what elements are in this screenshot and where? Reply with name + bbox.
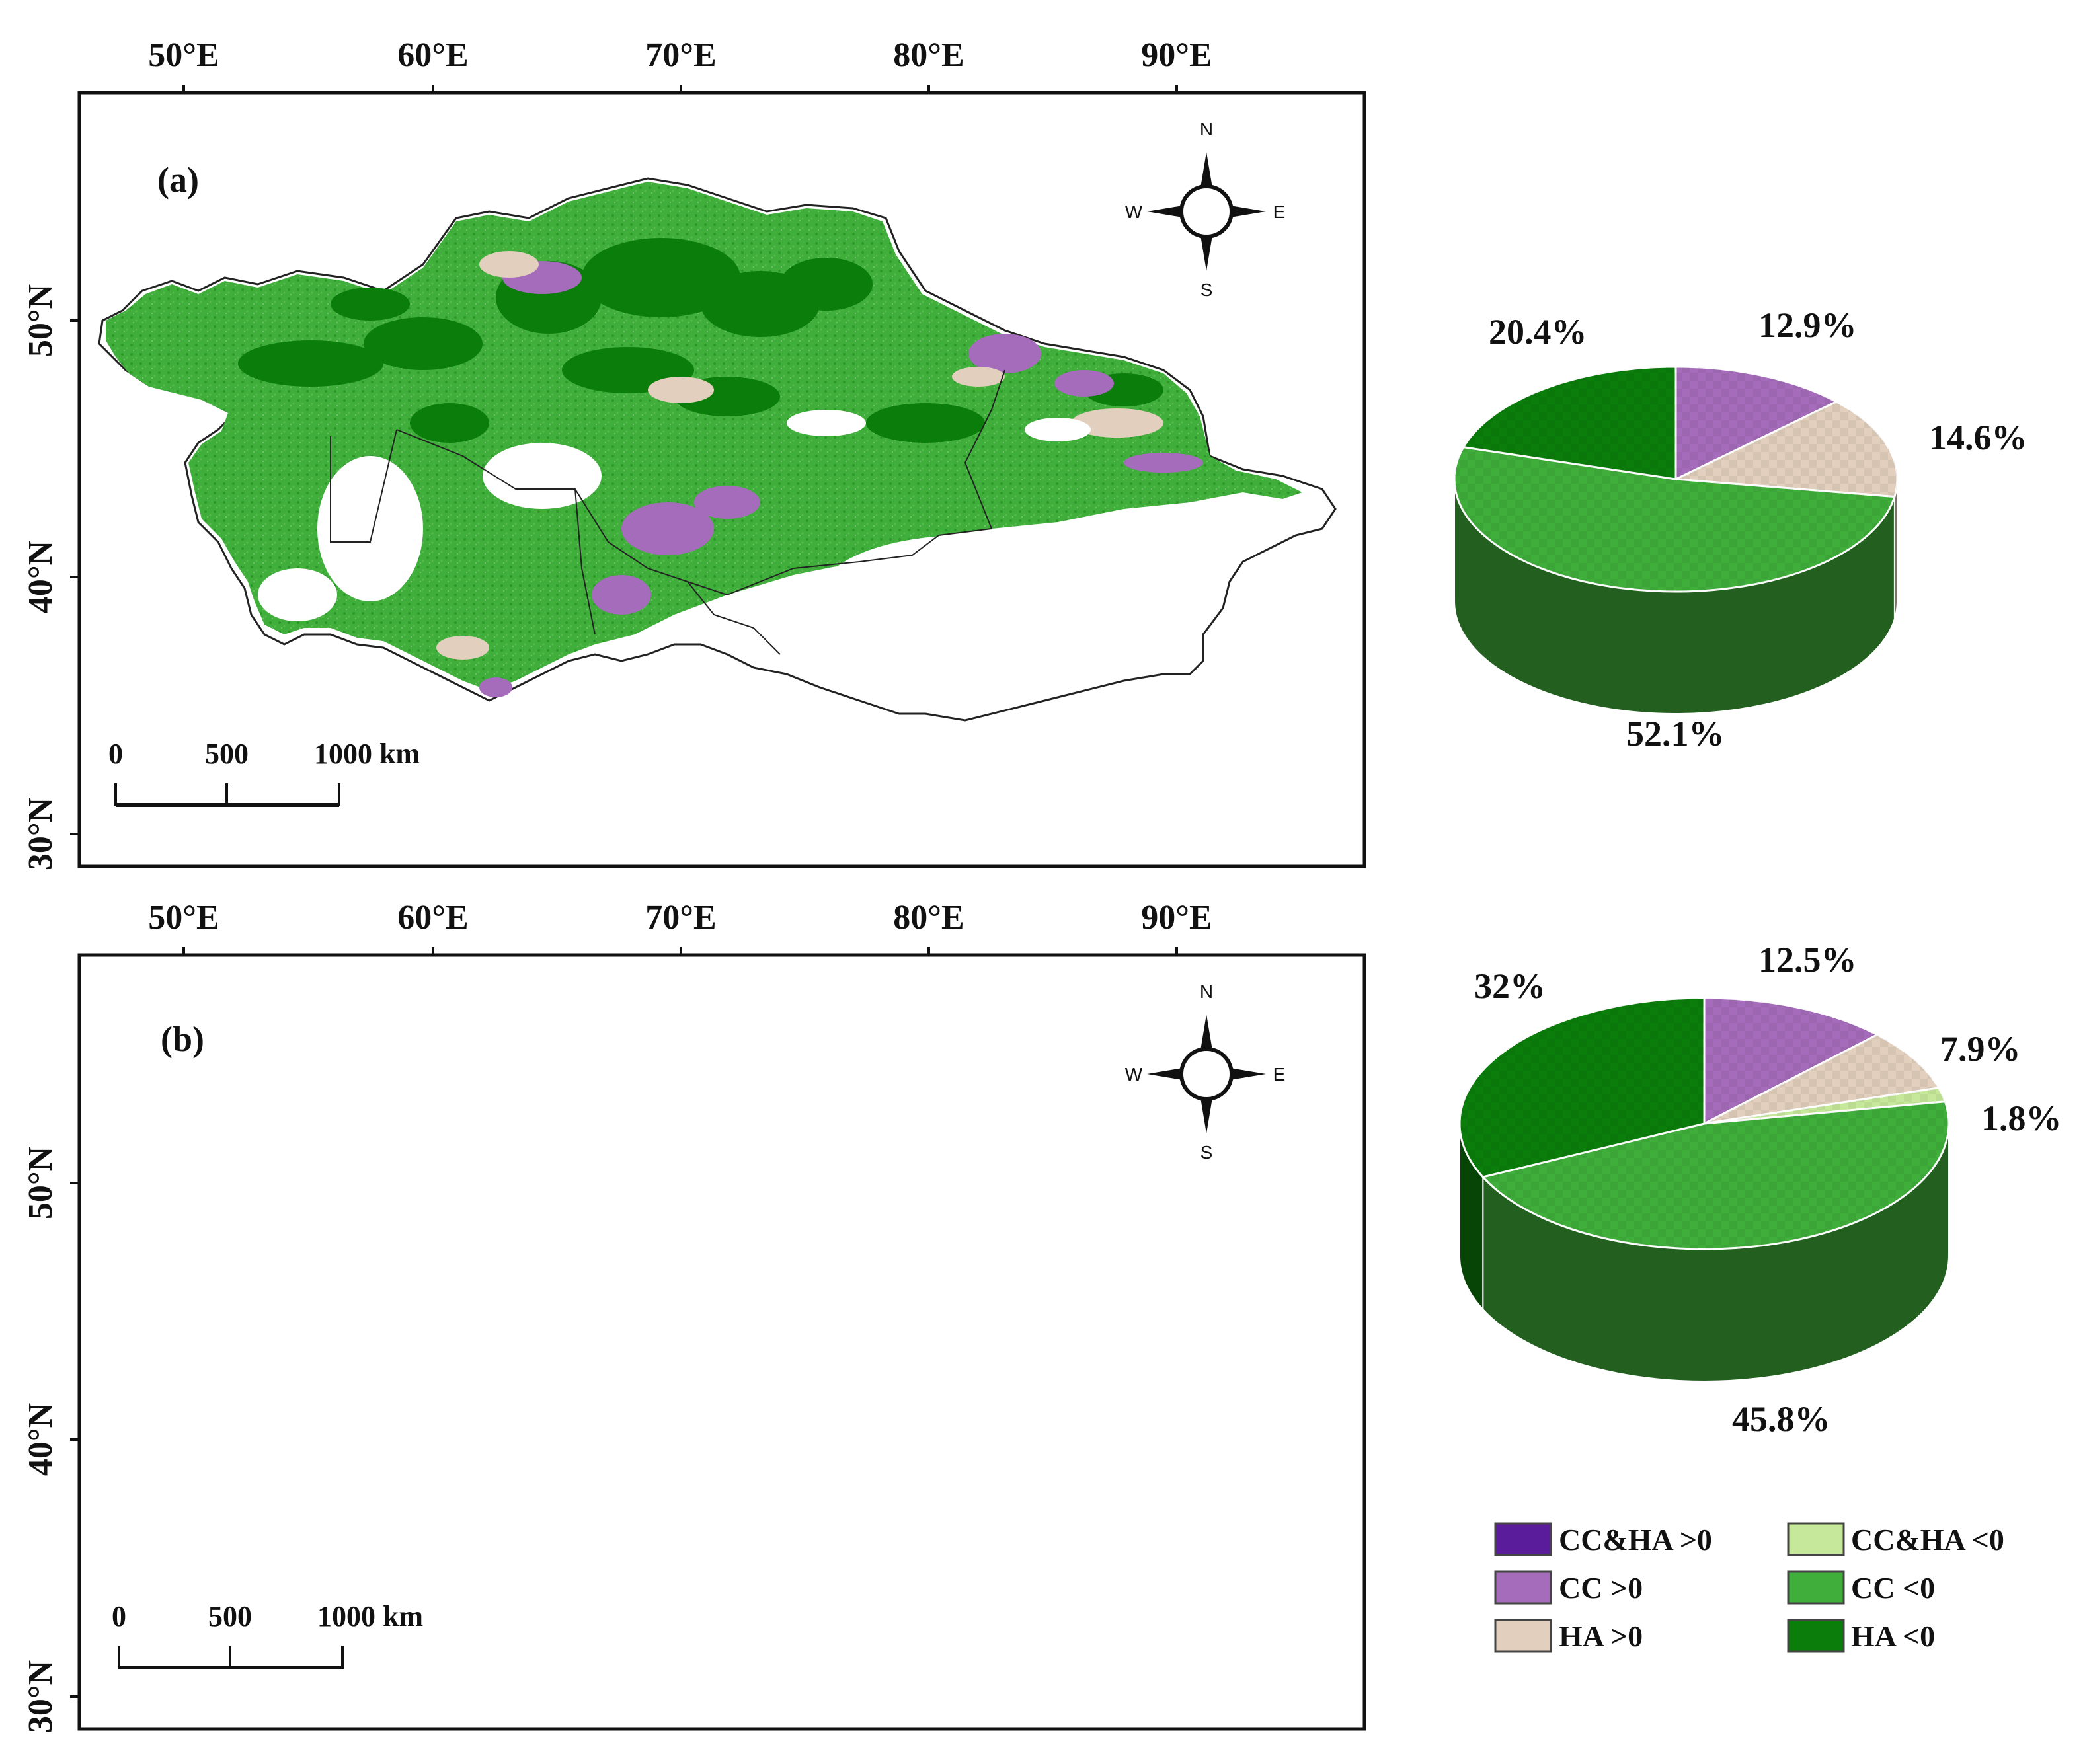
legend-swatch-ha-neg	[1787, 1619, 1845, 1653]
cc-neg-area-b	[106, 1044, 1302, 1553]
lon-labels-b: 50°E 60°E 70°E 80°E 90°E	[148, 899, 1212, 937]
legend-label: HA <0	[1851, 1619, 1935, 1653]
compass-n: N	[1200, 981, 1213, 1002]
legend-label: CC <0	[1851, 1571, 1935, 1605]
region-outline-b	[99, 1041, 1335, 1583]
lat-label: 50°N	[22, 1147, 59, 1219]
lon-label: 60°E	[397, 899, 468, 937]
legend-swatch-cc-ha-pos	[1494, 1522, 1552, 1556]
pie-slice-texture	[1676, 367, 1836, 479]
ha-pos-patches-a	[436, 251, 1163, 660]
lon-label: 50°E	[148, 899, 219, 937]
lon-label: 90°E	[1141, 899, 1212, 937]
lat-label: 40°N	[22, 541, 59, 613]
borders-a	[330, 369, 1005, 655]
compass-w: W	[1125, 202, 1143, 222]
map-panel-b: 50°E 60°E 70°E 80°E 90°E 50°N 40°N 30°N	[22, 899, 1366, 1733]
pie-slice-texture	[1463, 367, 1676, 479]
lon-label: 80°E	[893, 36, 964, 74]
pie-slice-texture	[1676, 401, 1897, 497]
lat-label: 40°N	[22, 1403, 59, 1476]
scalebar-b: 0 500 1000 km	[112, 1600, 423, 1669]
scale-1000: 1000 km	[317, 1600, 423, 1632]
lat-label: 50°N	[22, 284, 59, 357]
map-frame-a	[77, 91, 1366, 868]
ha-pos-patches-b	[129, 1102, 1035, 1243]
scale-500: 500	[205, 738, 249, 770]
lon-label: 80°E	[893, 899, 964, 937]
legend: CC&HA >0 CC&HA <0 CC >0 CC <0 HA >0 HA <…	[1494, 1522, 2004, 1653]
legend-label: CC >0	[1559, 1571, 1643, 1605]
legend-swatch-cc-neg	[1787, 1570, 1845, 1605]
pie-chart-a	[1453, 365, 1899, 715]
lat-labels-a: 50°N 40°N 30°N	[22, 284, 59, 870]
lon-label: 60°E	[397, 36, 468, 74]
panel-label-b: (b)	[161, 1019, 204, 1059]
pct-label-ha-neg-a: 52.1%	[1626, 714, 1725, 753]
pie-slice-texture	[1460, 998, 1704, 1177]
compass-e: E	[1273, 1064, 1286, 1085]
pct-label-cc-pos-a: 12.9%	[1758, 305, 1857, 345]
pie-slice-texture	[1704, 1087, 1946, 1124]
legend-label: CC&HA <0	[1851, 1523, 2004, 1556]
scalebar-a: 0 500 1000 km	[108, 738, 420, 807]
scale-0: 0	[112, 1600, 126, 1632]
pct-label-cc-pos-b: 12.5%	[1758, 940, 1857, 979]
pct-label-cc-neg-b: 45.8%	[1732, 1399, 1830, 1439]
pie-slice-texture	[1704, 998, 1877, 1124]
region-map-b	[99, 1041, 1335, 1619]
lat-labels-b: 50°N 40°N 30°N	[22, 1147, 59, 1733]
lon-label: 50°E	[148, 36, 219, 74]
pct-label-ha-pos-b: 7.9%	[1940, 1029, 2021, 1069]
map-frame-b	[77, 953, 1366, 1731]
lon-label: 70°E	[645, 899, 716, 937]
legend-label: HA >0	[1559, 1619, 1643, 1653]
region-map-a	[98, 177, 1337, 722]
desert-gaps-b	[264, 1221, 1210, 1523]
compass-w: W	[1125, 1064, 1143, 1085]
pie-labels-b: 32% 12.5% 7.9% 1.8% 45.8%	[1474, 940, 2062, 1439]
legend-swatch-cc-ha-neg	[1787, 1522, 1845, 1556]
pct-label-ha-neg-b: 32%	[1474, 966, 1546, 1006]
lon-label: 70°E	[645, 36, 716, 74]
desert-gaps-a	[258, 410, 1190, 654]
borders-b	[331, 1233, 1005, 1517]
pie-slice-texture	[1454, 447, 1895, 592]
lon-label: 90°E	[1141, 36, 1212, 74]
panel-label-a: (a)	[157, 160, 199, 200]
pct-label-cc-neg-a: 20.4%	[1489, 312, 1587, 352]
legend-swatch-ha-pos	[1494, 1619, 1552, 1653]
cc-pos-patches-b	[106, 1140, 1223, 1619]
ha-neg-patches-b	[238, 1107, 1203, 1467]
legend-swatch-cc-pos	[1494, 1570, 1552, 1605]
pie-slice-texture	[1704, 1034, 1939, 1124]
scale-1000: 1000 km	[314, 738, 420, 770]
lat-label: 30°N	[22, 1660, 59, 1733]
lat-label: 30°N	[22, 798, 59, 870]
compass-b: N S E W	[1125, 981, 1286, 1163]
pie-labels-a: 20.4% 12.9% 14.6% 52.1%	[1489, 305, 2027, 753]
pie-slice-texture	[1483, 1101, 1949, 1249]
pct-label-cc-ha-neg-b: 1.8%	[1981, 1098, 2062, 1138]
legend-label: CC&HA >0	[1559, 1523, 1712, 1556]
compass-e: E	[1273, 202, 1286, 222]
compass-a: N S E W	[1125, 119, 1286, 300]
cc-neg-texture-b	[106, 1044, 1302, 1553]
lon-labels-a: 50°E 60°E 70°E 80°E 90°E	[148, 36, 1212, 74]
compass-s: S	[1200, 280, 1213, 300]
pie-chart-b	[1458, 997, 1950, 1382]
pct-label-ha-pos-a: 14.6%	[1929, 418, 2027, 457]
scale-0: 0	[108, 738, 123, 770]
compass-s: S	[1200, 1142, 1213, 1163]
cc-pos-patches-a	[479, 261, 1203, 697]
compass-n: N	[1200, 119, 1213, 139]
map-panel-a: 50°E 60°E 70°E 80°E 90°E 50°N 40°N 30°N	[22, 36, 1366, 870]
scale-500: 500	[208, 1600, 252, 1632]
